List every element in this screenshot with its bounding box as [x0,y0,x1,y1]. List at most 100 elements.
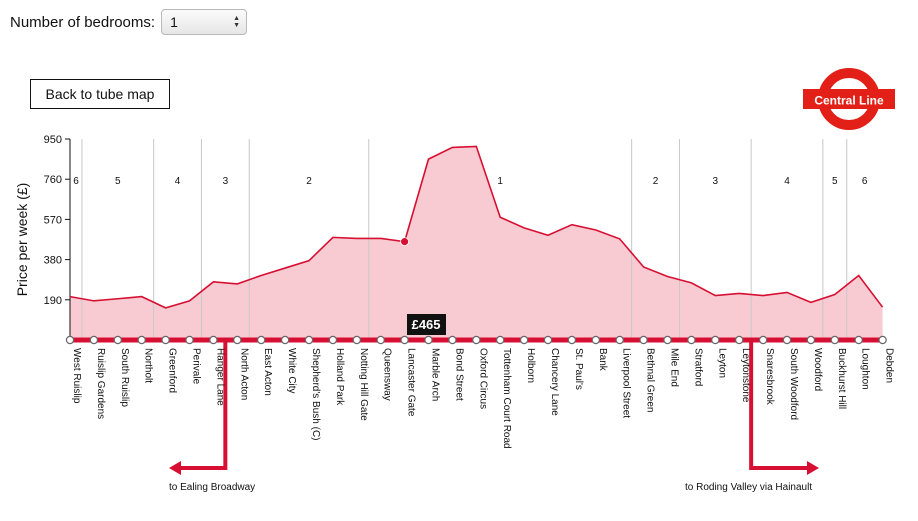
left-branch-label: to Ealing Broadway [169,482,255,493]
station-marker [782,335,792,345]
station-label: South Ruislip [119,348,130,407]
y-tick-label: 950 [44,134,62,146]
station-marker [472,335,481,345]
station-label: Bank [597,348,608,372]
station-label: Buckhurst Hill [836,348,847,409]
station-label: Perivale [191,348,202,385]
zone-label: 6 [73,176,79,187]
station-label: Holborn [525,348,536,383]
station-marker [376,335,385,345]
bedrooms-select[interactable]: 1 ▲ ▼ [161,9,248,35]
zone-label: 6 [862,176,868,187]
station-marker [543,335,553,345]
price-area [70,146,883,340]
station-label: Hanger Lane [214,348,225,406]
station-marker [137,335,146,345]
station-marker [735,335,744,345]
station-label: Chancery Lane [549,348,560,416]
station-label: Leyton [716,348,727,378]
station-marker [113,335,123,345]
station-label: Shepherd's Bush (C) [310,348,321,441]
select-stepper-icon: ▲ ▼ [233,15,241,29]
zone-label: 5 [115,176,121,187]
station-marker [854,335,863,345]
bedrooms-label: Number of bedrooms: [10,13,156,31]
highlight-point [400,237,410,247]
station-label: Holland Park [334,348,345,406]
arrow-right-icon [807,461,819,475]
y-tick-label: 760 [44,174,62,186]
station-marker [687,335,696,345]
station-marker [233,335,242,345]
right-branch-label: to Roding Valley via Hainault [685,482,812,493]
station-marker [591,335,601,345]
y-axis-label: Price per week (£) [14,183,30,297]
arrow-left-icon [169,461,181,475]
bedrooms-control: Number of bedrooms: 1 ▲ ▼ [10,9,248,35]
station-marker [615,335,624,345]
station-marker [496,335,505,345]
station-label: East Acton [262,348,273,396]
station-label: Ruislip Gardens [95,348,106,419]
bedrooms-value: 1 [170,14,178,30]
y-tick-label: 380 [44,255,62,267]
station-label: Oxford Circus [477,348,488,409]
station-marker [806,335,816,345]
station-marker [280,335,290,345]
station-marker [448,335,457,345]
price-line [69,145,884,309]
zone-label: 3 [713,176,719,187]
y-tick-label: 190 [44,295,62,307]
station-label: Woodford [812,348,823,391]
station-label: Leytonstone [740,348,751,403]
station-label: White City [286,348,297,394]
station-marker [830,335,840,345]
station-label: Queensway [382,348,393,401]
station-marker [185,335,194,345]
station-marker [209,335,218,345]
station-label: Lancaster Gate [406,348,417,417]
zone-label: 2 [306,176,312,187]
price-tooltip: £465 [406,314,446,335]
station-label: St. Paul's [573,348,584,390]
station-marker [304,335,314,345]
zone-label: 1 [497,176,503,187]
station-label: Mile End [669,348,680,387]
station-marker [663,335,672,345]
station-label: South Woodford [788,348,799,420]
zone-label: 3 [223,176,229,187]
station-marker [352,335,361,345]
station-marker [424,335,433,345]
station-marker [758,335,768,345]
zone-label: 2 [653,176,659,187]
back-to-tube-map-button[interactable]: Back to tube map [30,79,170,109]
station-label: Bethnal Green [645,348,656,413]
station-marker [519,335,529,345]
station-label: Loughton [860,348,871,390]
station-marker [89,335,99,345]
station-label: Marble Arch [430,348,441,401]
hainault-branch-line [749,340,808,470]
station-label: Notting Hill Gate [358,348,369,421]
station-label: West Ruislip [71,348,82,404]
station-marker [161,335,170,345]
ealing-branch-line [180,340,228,470]
station-label: Tottenham Court Road [501,348,512,449]
zone-label: 4 [175,176,181,187]
roundel-label: Central Line [814,94,884,108]
station-marker [711,335,720,345]
station-marker [400,335,409,345]
station-label: Debden [884,348,895,383]
station-label: North Acton [238,348,249,400]
station-marker [567,335,577,345]
station-marker [65,335,75,345]
station-label: Snaresbrook [764,348,775,406]
station-label: Liverpool Street [621,348,632,418]
station-marker [257,335,266,345]
y-tick-label: 570 [44,214,62,226]
station-label: Stratford [692,348,703,386]
central-line-roundel-logo: Central Line [803,68,895,130]
zone-label: 4 [784,176,790,187]
station-marker [328,335,338,345]
